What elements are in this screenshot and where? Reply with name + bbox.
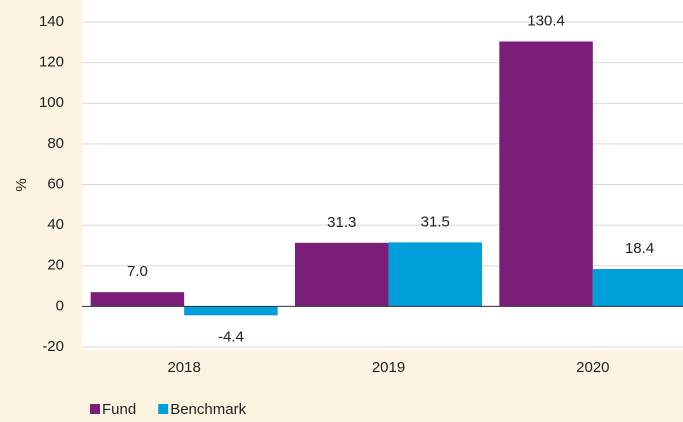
x-tick-label: 2020 [576, 359, 609, 376]
y-tick-label: 80 [47, 135, 64, 152]
legend-swatch [158, 404, 169, 414]
y-tick-label: 140 [39, 13, 64, 30]
y-tick-label: 100 [39, 94, 64, 111]
y-axis-label: % [13, 178, 30, 191]
x-tick-label: 2018 [167, 359, 200, 376]
data-label: -4.4 [218, 328, 244, 345]
data-label: 7.0 [127, 263, 148, 280]
y-tick-label: 40 [47, 216, 64, 233]
data-label: 31.5 [421, 213, 450, 230]
y-tick-label: 60 [47, 175, 64, 192]
bar [592, 269, 683, 307]
y-tick-label: 120 [39, 54, 64, 71]
bar [90, 292, 185, 307]
data-label: 130.4 [527, 12, 565, 29]
bar [184, 306, 278, 316]
data-label: 18.4 [625, 240, 654, 257]
x-tick-label: 2019 [372, 359, 405, 376]
legend-swatch [90, 404, 100, 414]
legend-label: Fund [102, 401, 136, 418]
y-tick-label: 0 [56, 297, 64, 314]
y-tick-label: 20 [47, 257, 64, 274]
data-label: 31.3 [327, 214, 356, 231]
bar [295, 242, 389, 307]
bar [388, 242, 482, 307]
bar [499, 41, 593, 307]
y-tick-label: -20 [42, 338, 64, 355]
legend-label: Benchmark [170, 401, 246, 418]
